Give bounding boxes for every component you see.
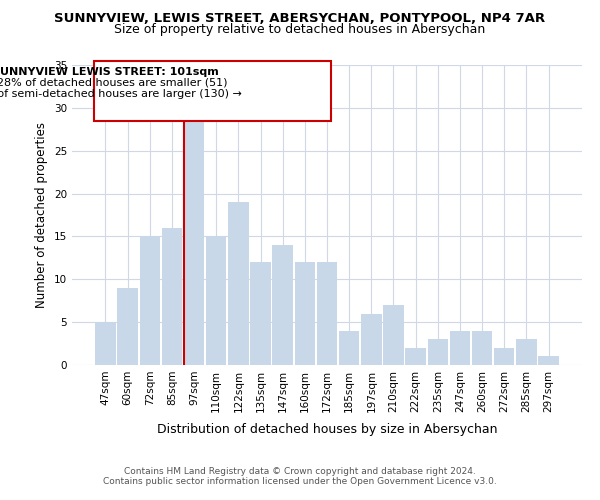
- Bar: [317, 262, 337, 365]
- Bar: [383, 305, 404, 365]
- Text: 72% of semi-detached houses are larger (130) →: 72% of semi-detached houses are larger (…: [0, 89, 242, 99]
- Y-axis label: Number of detached properties: Number of detached properties: [35, 122, 49, 308]
- Text: ← 28% of detached houses are smaller (51): ← 28% of detached houses are smaller (51…: [0, 78, 227, 88]
- Bar: [206, 236, 226, 365]
- Bar: [140, 236, 160, 365]
- X-axis label: Distribution of detached houses by size in Abersychan: Distribution of detached houses by size …: [157, 423, 497, 436]
- Bar: [118, 288, 138, 365]
- Text: Contains public sector information licensed under the Open Government Licence v3: Contains public sector information licen…: [103, 477, 497, 486]
- Bar: [339, 330, 359, 365]
- Text: Size of property relative to detached houses in Abersychan: Size of property relative to detached ho…: [115, 22, 485, 36]
- Bar: [538, 356, 559, 365]
- Bar: [450, 330, 470, 365]
- Text: SUNNYVIEW, LEWIS STREET, ABERSYCHAN, PONTYPOOL, NP4 7AR: SUNNYVIEW, LEWIS STREET, ABERSYCHAN, PON…: [55, 12, 545, 26]
- Bar: [250, 262, 271, 365]
- Bar: [428, 340, 448, 365]
- Bar: [361, 314, 382, 365]
- Bar: [95, 322, 116, 365]
- Text: SUNNYVIEW LEWIS STREET: 101sqm: SUNNYVIEW LEWIS STREET: 101sqm: [0, 66, 219, 76]
- Bar: [406, 348, 426, 365]
- Bar: [161, 228, 182, 365]
- Bar: [228, 202, 248, 365]
- Text: Contains HM Land Registry data © Crown copyright and database right 2024.: Contains HM Land Registry data © Crown c…: [124, 467, 476, 476]
- Bar: [472, 330, 493, 365]
- Bar: [494, 348, 514, 365]
- FancyBboxPatch shape: [94, 60, 331, 120]
- Bar: [295, 262, 315, 365]
- Bar: [272, 245, 293, 365]
- Bar: [184, 116, 204, 365]
- Bar: [516, 340, 536, 365]
